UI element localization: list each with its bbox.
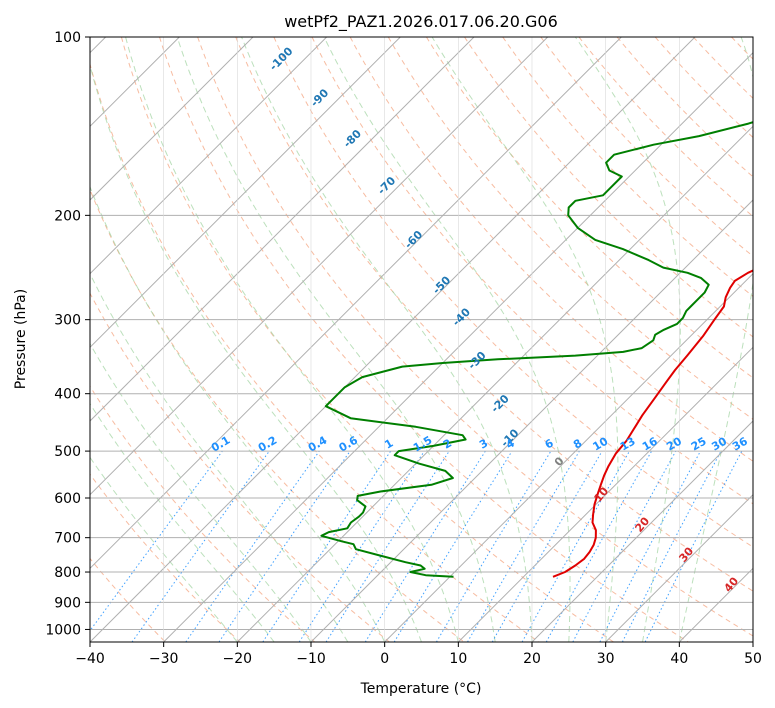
plot-background: [90, 37, 753, 642]
axes: −40 −30 −20 −10 0 10 20 30 40 50 100 200 300 400 500 60…: [45, 30, 762, 667]
dry-adiabat-line: [502, 37, 753, 298]
x-tick-label: −40: [75, 651, 105, 667]
mixing-ratio-line: [521, 450, 630, 642]
x-axis-label: Temperature (°C): [360, 681, 482, 697]
isotherm-line: [90, 37, 328, 275]
x-tick-label: 20: [523, 651, 541, 667]
dry-adiabat-line: [159, 37, 689, 642]
isotherm-line: [163, 51, 753, 642]
y-tick-label: 400: [54, 387, 81, 403]
moist-adiabat-line: [241, 37, 533, 642]
x-tick-label: 10: [449, 651, 467, 667]
isotherm-line: [384, 272, 753, 642]
isotherm-line: [90, 37, 696, 642]
y-tick-label: 700: [54, 531, 81, 547]
moist-adiabat-line: [431, 37, 619, 642]
mixing-ratio-line: [572, 450, 677, 642]
mixing-ratio-line: [644, 450, 743, 642]
dry-adiabat-line: [90, 385, 316, 642]
y-tick-label: 100: [54, 30, 81, 46]
mixing-ratio-line: [218, 450, 351, 642]
y-tick-label: 500: [54, 444, 81, 460]
moist-adiabat-line: [678, 37, 753, 642]
x-tick-label: 50: [744, 651, 762, 667]
isotherm-line: [90, 37, 475, 422]
mixing-ratio-line: [131, 450, 270, 642]
x-tick-label: −10: [296, 651, 326, 667]
mixing-ratio-line: [545, 450, 653, 642]
dry-adiabat-line: [90, 62, 540, 642]
isotherm-line: [90, 37, 549, 496]
background-lines: [90, 37, 775, 642]
moist-adiabat-line: [90, 456, 238, 642]
isotherm-line: [605, 493, 753, 642]
mixing-ratio-line: [325, 450, 450, 642]
x-tick-label: 30: [597, 651, 615, 667]
isotherm-line: [90, 37, 401, 349]
dry-adiabat-line: [387, 37, 753, 420]
mixing-ratio-line: [393, 450, 513, 642]
plot-frame: [89, 36, 754, 643]
moist-adiabat-line: [176, 37, 496, 642]
x-tick-label: 40: [670, 651, 688, 667]
dewpoint-profile-line: [320, 121, 753, 578]
dry-adiabat-line: [616, 37, 753, 178]
chart-title: wetPf2_PAZ1.2026.017.06.20.G06: [284, 12, 558, 32]
moist-adiabat-line: [90, 272, 349, 642]
dry-adiabat-line: [349, 37, 753, 462]
y-tick-label: 800: [54, 565, 81, 581]
temperature-profile-line: [552, 269, 753, 578]
isotherm-line: [531, 420, 753, 642]
isotherm-line: [752, 641, 753, 642]
x-tick-label: −30: [149, 651, 179, 667]
y-tick-label: 300: [54, 313, 81, 329]
x-tick-label: −20: [223, 651, 253, 667]
y-axis-label: Pressure (hPa): [13, 289, 29, 389]
grid: [90, 37, 753, 642]
isotherm-line: [90, 37, 254, 201]
y-tick-label: 1000: [45, 622, 81, 638]
dry-adiabat-line: [235, 37, 753, 592]
moist-adiabat-line: [90, 402, 275, 642]
moist-adiabat-line: [125, 37, 459, 642]
moist-adiabat-line: [90, 185, 386, 642]
x-tick-label: 0: [380, 651, 389, 667]
y-tick-label: 900: [54, 595, 81, 611]
moist-adiabat-line: [574, 37, 681, 642]
dry-adiabat-line: [464, 37, 753, 338]
dry-adiabat-line: [311, 37, 753, 505]
moist-adiabat-line: [323, 37, 571, 642]
profiles: [320, 121, 753, 578]
moist-adiabat-line: [90, 63, 422, 642]
dry-adiabat-line: [273, 37, 753, 548]
isotherm-line: [310, 199, 753, 642]
mixing-ratio-line: [90, 450, 223, 632]
y-tick-label: 200: [54, 208, 81, 224]
dry-adiabat-line: [770, 37, 775, 642]
isotherm-line: [90, 37, 622, 570]
mixing-ratio-line: [298, 450, 425, 642]
dry-adiabat-line: [197, 37, 753, 637]
mixing-ratio-line: [185, 450, 320, 642]
dry-adiabat-line: [120, 37, 614, 642]
y-tick-label: 600: [54, 491, 81, 507]
isotherm-line: [457, 346, 753, 642]
